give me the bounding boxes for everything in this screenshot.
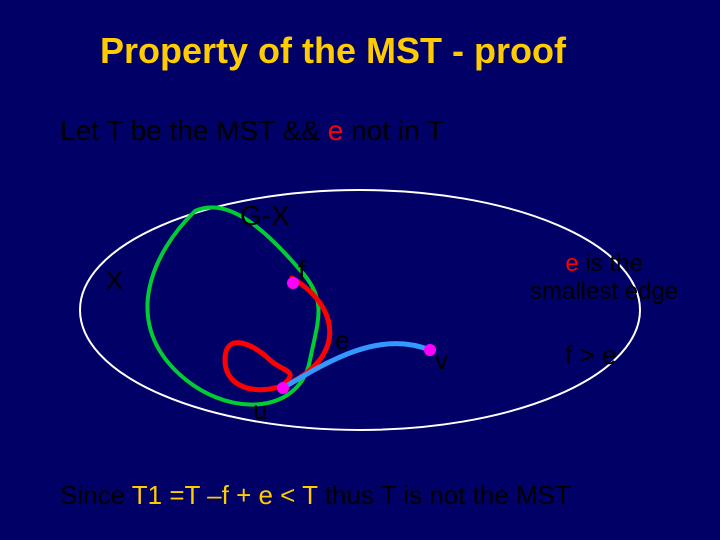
side-note-line2: smallest edge [530, 278, 678, 306]
v-label: v [435, 345, 448, 376]
side-note-line1-post: is the [579, 250, 643, 277]
side-note: e is thesmallest edge [530, 250, 678, 305]
x-label: X [105, 265, 124, 297]
x-region-curve [147, 207, 318, 404]
conclusion-t1: T1 =T –f + e < T [132, 480, 318, 510]
u-node [277, 382, 289, 394]
conclusion-line: Since T1 =T –f + e < T thus T is not the… [60, 480, 571, 511]
f-label: f [298, 255, 306, 287]
e-edge-curve [283, 344, 430, 388]
gx-label: G-X [240, 200, 290, 232]
graph-ellipse [80, 190, 640, 430]
side-inequality: f > e [565, 340, 616, 371]
conclusion-prefix: Since [60, 480, 132, 510]
conclusion-suffix: thus T is not the MST [318, 480, 571, 510]
u-label: u [253, 395, 267, 426]
e-label: e [335, 325, 349, 356]
side-note-e: e [565, 250, 578, 277]
